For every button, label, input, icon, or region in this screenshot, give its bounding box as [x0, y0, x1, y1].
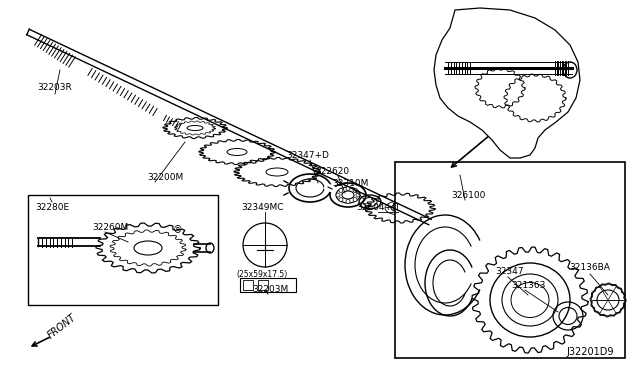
Text: (25x59x17.5): (25x59x17.5) — [236, 269, 287, 279]
Text: 32347+D: 32347+D — [287, 151, 330, 160]
Text: 326100: 326100 — [451, 192, 485, 201]
Text: 32604+Π: 32604+Π — [356, 202, 399, 212]
Bar — [243, 280, 253, 290]
Text: 321363: 321363 — [511, 282, 545, 291]
Circle shape — [339, 198, 343, 202]
Circle shape — [356, 193, 360, 197]
Ellipse shape — [563, 62, 577, 78]
Text: 32349MC: 32349MC — [242, 202, 284, 212]
Polygon shape — [395, 162, 625, 358]
Text: 32203M: 32203M — [252, 285, 288, 294]
Text: 32310M: 32310M — [332, 179, 368, 187]
Circle shape — [346, 186, 350, 190]
Text: ®: ® — [173, 225, 183, 235]
Text: 32280E: 32280E — [35, 203, 69, 212]
Text: 322620: 322620 — [315, 167, 349, 176]
Bar — [240, 278, 296, 292]
Circle shape — [353, 188, 357, 192]
Text: 32203R: 32203R — [38, 83, 72, 93]
Circle shape — [336, 193, 340, 197]
Circle shape — [339, 188, 343, 192]
Text: FRONT: FRONT — [46, 312, 78, 340]
Polygon shape — [434, 8, 580, 158]
Circle shape — [346, 199, 350, 203]
Text: 32136BA: 32136BA — [570, 263, 611, 273]
Text: 32200M: 32200M — [147, 173, 183, 183]
Text: 32347: 32347 — [496, 267, 524, 276]
Text: J32201D9: J32201D9 — [566, 347, 614, 357]
Bar — [258, 280, 268, 290]
Text: 32260M: 32260M — [92, 224, 128, 232]
Ellipse shape — [591, 284, 625, 316]
Ellipse shape — [206, 243, 214, 253]
Circle shape — [353, 198, 357, 202]
Bar — [28, 195, 218, 305]
Circle shape — [243, 223, 287, 267]
